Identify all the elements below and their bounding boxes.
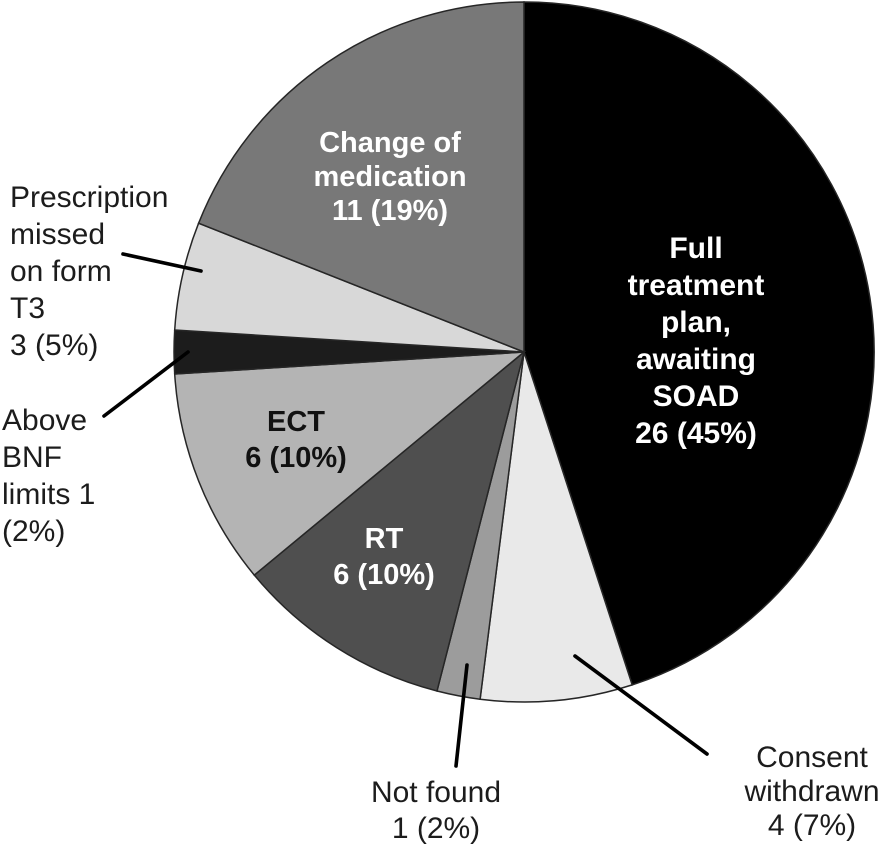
slice-label-ect: ECT 6 (10%) (245, 406, 347, 474)
callout-label-above-bnf-limits: Above BNF limits 1 (2%) (2, 404, 96, 548)
consent-withdrawn-leader (573, 654, 709, 756)
slice-label-rt: RT 6 (10%) (333, 523, 435, 591)
pie-slice-ect (173, 351, 527, 577)
pie-slice-consent-withdrawn (479, 351, 634, 703)
above-bnf-leader (102, 350, 190, 418)
pie-slices (173, 1, 875, 703)
prescription-missed-leader (121, 252, 203, 273)
not-found-leader (454, 663, 469, 768)
callout-label-consent-withdrawn: Consent withdrawn 4 (7%) (744, 741, 880, 842)
slice-label-full-treatment-plan: Full treatment plan, awaiting SOAD 26 (4… (627, 232, 765, 450)
pie-slice-full-treatment (523, 1, 875, 686)
pie-slice-rt (253, 349, 526, 692)
callout-label-not-found: Not found 1 (2%) (370, 776, 502, 845)
pie-slice-change-medication (197, 1, 525, 354)
leader-lines (102, 252, 709, 768)
slice-label-change-of-medication: Change of medication 11 (19%) (313, 127, 467, 227)
callout-label-prescription-missed: Prescription missed on form T3 3 (5%) (10, 181, 169, 362)
